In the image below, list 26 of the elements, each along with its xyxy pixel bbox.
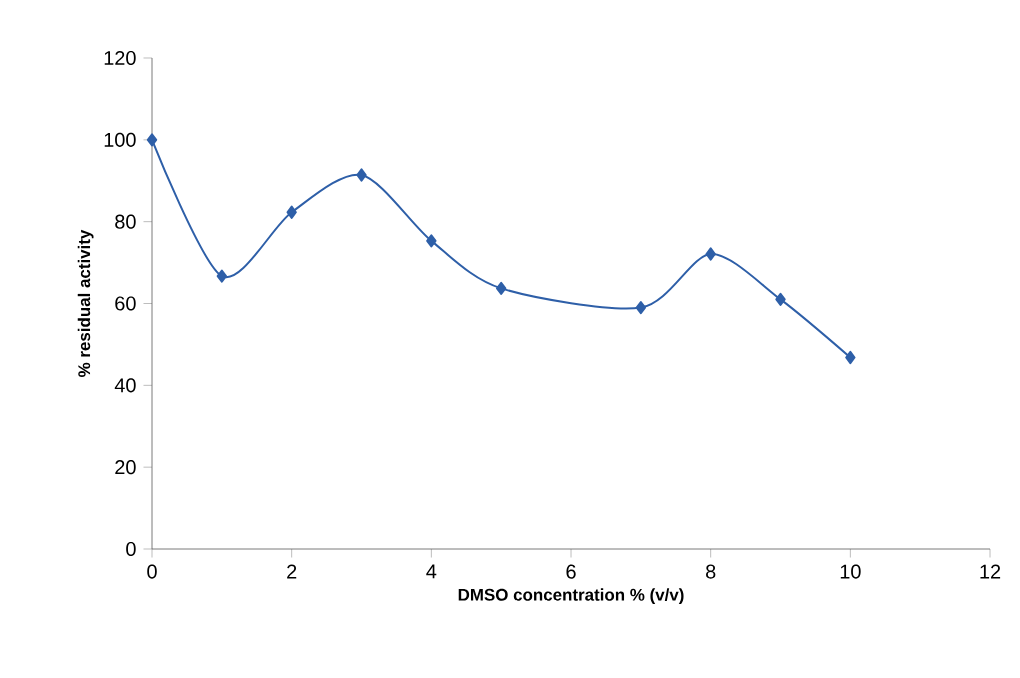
point <box>286 205 297 219</box>
point <box>216 269 228 283</box>
point <box>635 300 647 315</box>
y-tick-label: 20 <box>115 460 136 475</box>
y-tick-label: 100 <box>104 132 136 147</box>
y-tick-label: 60 <box>115 296 136 311</box>
point <box>426 234 437 248</box>
x-tick-label: 0 <box>147 564 157 579</box>
x-axis-title: DMSO concentration % (v/v) <box>458 588 684 605</box>
x-tick-label: 6 <box>566 564 576 579</box>
x-tick-label: 4 <box>426 564 437 579</box>
x-tick-label: 2 <box>287 564 297 579</box>
point <box>146 133 158 147</box>
point <box>356 168 367 182</box>
y-axis-title: % residual activity <box>77 229 94 377</box>
y-tick-label: 120 <box>104 50 136 66</box>
x-tick-label: 12 <box>980 564 1001 579</box>
x-tick-label: 10 <box>840 564 861 579</box>
point <box>705 247 716 261</box>
y-tick-label: 40 <box>114 378 136 393</box>
y-tick-label: 0 <box>126 541 136 557</box>
y-tick-label: 80 <box>115 214 136 229</box>
point <box>495 281 507 295</box>
point <box>845 350 856 365</box>
point <box>775 292 786 307</box>
x-tick-label: 8 <box>706 564 716 579</box>
